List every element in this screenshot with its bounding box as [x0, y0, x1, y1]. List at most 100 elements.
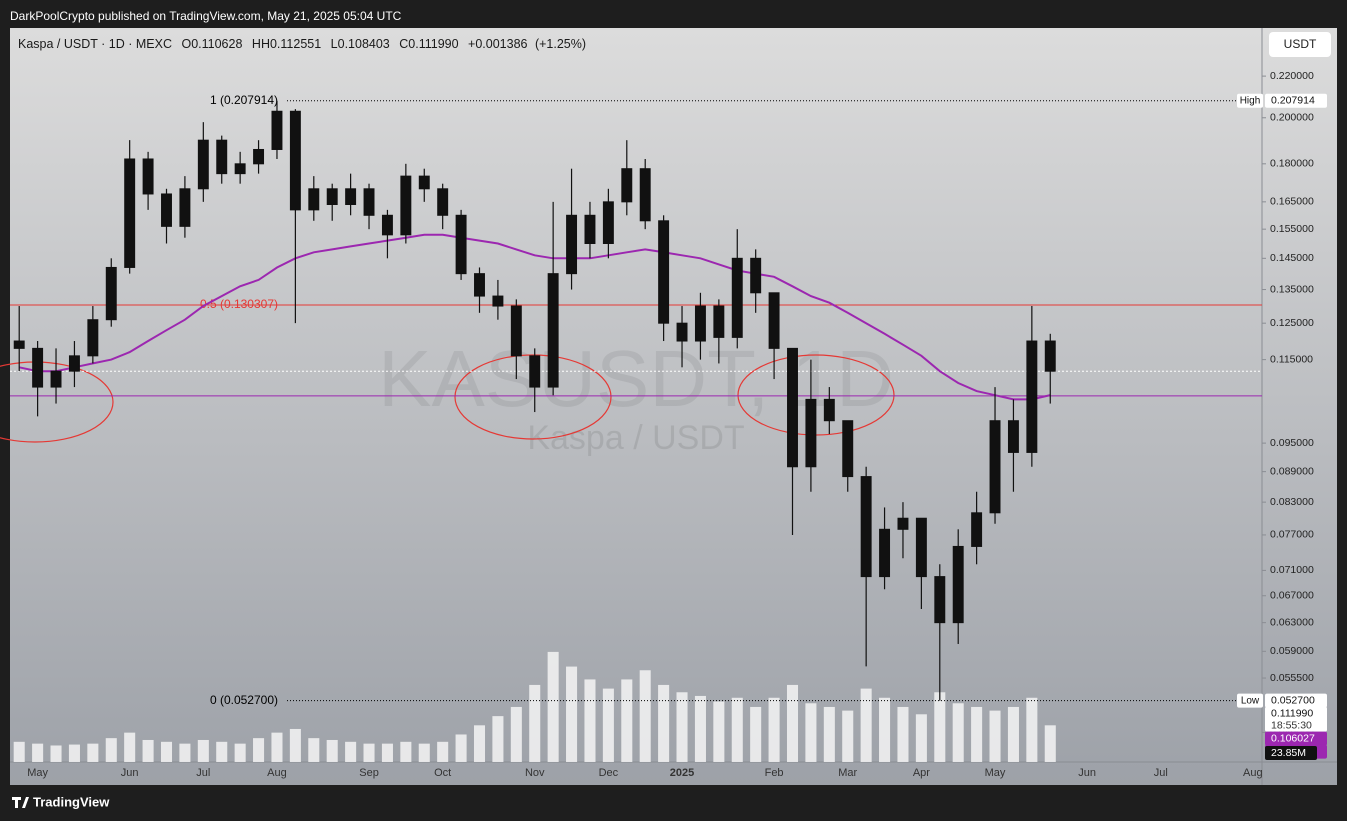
x-tick-label: Jun — [121, 767, 139, 779]
volume-bar — [197, 739, 209, 762]
candle-body — [345, 188, 357, 205]
candle-body — [621, 168, 633, 203]
watermark: KASUSDT, 1D — [378, 334, 894, 423]
candle-body — [566, 214, 578, 275]
volume-bar — [694, 695, 706, 762]
candle-body — [216, 139, 228, 175]
volume-bar — [786, 684, 799, 762]
price-tag — [1265, 693, 1327, 708]
volume-bar — [547, 651, 559, 762]
volume-bar — [124, 732, 136, 762]
x-tick-label: Aug — [267, 767, 287, 779]
price-tag-value: 0.207914 — [1271, 95, 1315, 107]
price-tag-name-box — [1237, 93, 1263, 108]
level-label: 0.5 (0.130307) — [200, 297, 278, 311]
volume-bar — [105, 738, 117, 762]
brand-logo — [12, 797, 29, 808]
candle-body — [915, 517, 927, 578]
volume-bar — [492, 716, 504, 762]
volume-bar — [473, 725, 486, 762]
volume-bar — [216, 741, 228, 762]
volume-bar — [602, 688, 614, 762]
candle-body — [547, 273, 559, 388]
price-tag-name: Low — [1241, 695, 1260, 706]
y-tick-label: 0.220000 — [1270, 70, 1314, 82]
y-tick-label: 0.067000 — [1270, 590, 1314, 602]
price-tag-countdown: 18:55:30 — [1271, 719, 1312, 731]
price-tag-name-box — [1237, 693, 1263, 708]
plot: 0.220000 0.200000 0.180000 0.165000 0.155000… — [10, 70, 1327, 779]
candle-body — [823, 398, 835, 422]
y-tick-label: 0.145000 — [1270, 252, 1314, 264]
candle-body — [124, 158, 136, 268]
x-tick-label: May — [27, 767, 48, 779]
candle-body — [602, 201, 614, 244]
candle-body — [87, 319, 99, 357]
candle-body — [897, 517, 909, 530]
y-tick-label: 0.059000 — [1270, 645, 1314, 657]
volume-bar — [418, 743, 430, 762]
candle-body — [455, 214, 467, 275]
y-tick-label: 0.135000 — [1270, 283, 1314, 295]
candle-body — [197, 139, 209, 190]
candle-body — [437, 188, 449, 216]
candle-body — [731, 257, 743, 338]
volume-bar — [768, 697, 780, 762]
volume-bar — [437, 741, 449, 762]
volume-bar — [566, 666, 578, 762]
price-tag-value: 0.111990 — [1271, 707, 1313, 719]
candle-body — [934, 576, 946, 624]
volume-bar — [915, 714, 927, 762]
volume-bar — [934, 692, 946, 762]
legend-value: 0.108403 — [338, 37, 390, 51]
candle-body — [32, 347, 44, 388]
volume-bar — [1026, 697, 1038, 762]
x-tick-label: Aug — [1243, 767, 1263, 779]
volume-bar — [750, 706, 762, 762]
volume-bar — [381, 743, 393, 762]
legend-key: C — [399, 37, 408, 51]
y-tick-label: 0.155000 — [1270, 223, 1314, 235]
x-tick-label: Oct — [434, 767, 451, 779]
x-tick-label: Jul — [1154, 767, 1168, 779]
publisher-line: DarkPoolCrypto published on TradingView.… — [10, 9, 402, 23]
currency-button[interactable] — [1269, 32, 1331, 57]
brand: TradingView — [33, 794, 110, 809]
candle-body — [584, 214, 596, 244]
candle-body — [658, 220, 670, 324]
x-tick-label: May — [985, 767, 1006, 779]
volume-bar — [179, 743, 191, 762]
volume-bar — [345, 741, 357, 762]
volume-bar — [50, 745, 62, 762]
currency-label[interactable]: USDT — [1284, 37, 1317, 51]
volume-bar — [860, 688, 872, 762]
price-tag-name: High — [1240, 95, 1261, 106]
candle-body — [179, 188, 191, 227]
volume-bar — [455, 734, 467, 762]
candle-body — [989, 420, 1001, 514]
candle-body — [1026, 340, 1038, 453]
volume-bar — [234, 743, 246, 762]
y-tick-label: 0.083000 — [1270, 496, 1314, 508]
candle-body — [400, 175, 412, 236]
volume-bar — [584, 679, 596, 762]
legend-key: L — [331, 37, 338, 51]
legend-value: 0.110628 — [191, 37, 242, 51]
level-label: 1 (0.207914) — [210, 93, 278, 107]
volume-bar — [658, 684, 670, 762]
volume-bar — [879, 697, 891, 762]
candle-body — [308, 188, 320, 211]
candle-body — [105, 266, 117, 321]
x-tick-label: Mar — [838, 767, 857, 779]
volume-bar — [621, 679, 633, 762]
volume-bar — [271, 732, 283, 762]
volume-bar — [32, 743, 44, 762]
candle-body — [1007, 420, 1019, 453]
candle-body — [13, 340, 25, 349]
candle-body — [492, 295, 504, 307]
price-tag — [1265, 93, 1327, 108]
legend-value: H0.112551 — [261, 37, 321, 51]
candle-body — [510, 305, 522, 357]
volume-bar — [510, 706, 522, 762]
candle-body — [418, 175, 430, 190]
